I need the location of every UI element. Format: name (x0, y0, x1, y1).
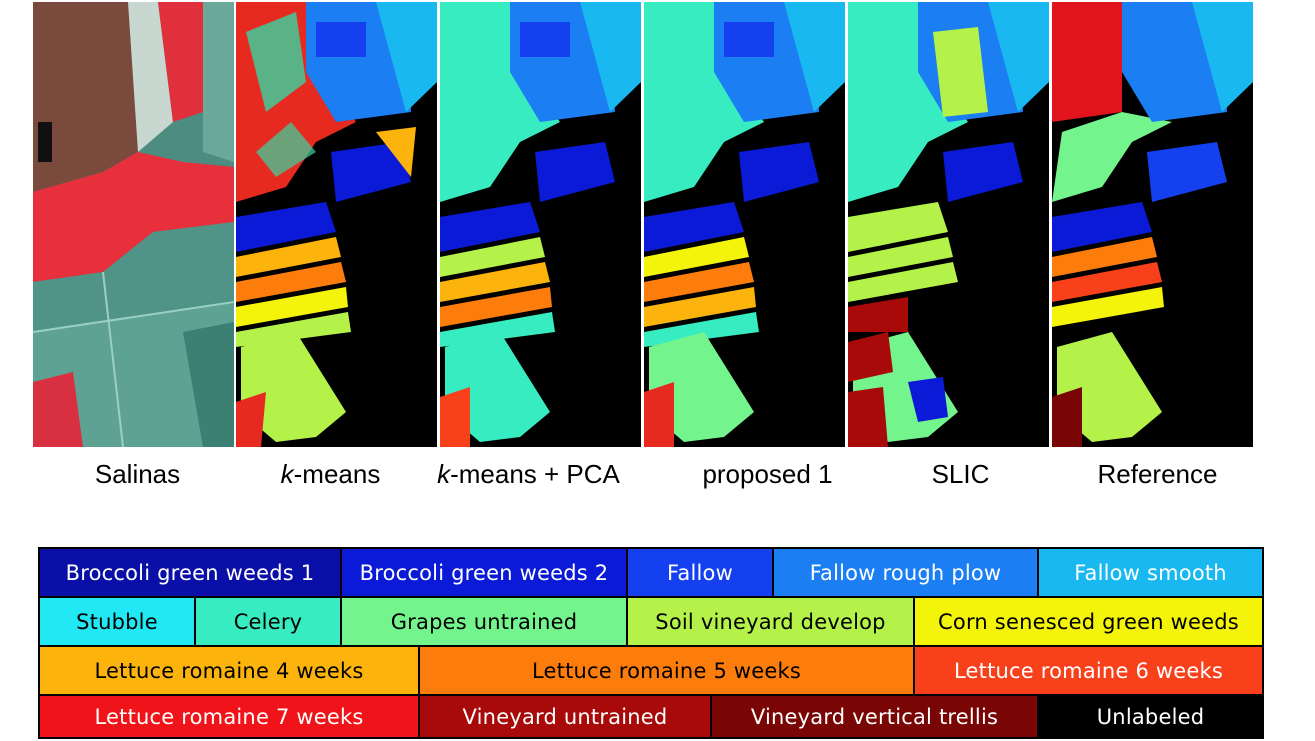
legend-row-1: Broccoli green weeds 1 Broccoli green we… (40, 549, 1262, 596)
legend-cell-soil-vineyard-develop: Soil vineyard develop (628, 598, 915, 645)
legend-label: Lettuce romaine 6 weeks (953, 658, 1223, 683)
kmeans-result-panel (236, 2, 437, 447)
legend-label: Fallow smooth (1074, 560, 1227, 585)
caption-kmeans-pca: k-means + PCA (428, 458, 629, 490)
proposed1-segmentation-map (644, 2, 845, 447)
caption-kmeans-k: k (280, 459, 294, 489)
caption-salinas: Salinas (37, 458, 238, 490)
class-legend: Broccoli green weeds 1 Broccoli green we… (38, 547, 1264, 739)
legend-cell-fallow: Fallow (628, 549, 774, 596)
legend-label: Vineyard vertical trellis (750, 704, 999, 729)
salinas-aerial-image (33, 2, 234, 447)
legend-cell-broccoli-green-weeds-2: Broccoli green weeds 2 (342, 549, 628, 596)
salinas-image-panel (33, 2, 234, 447)
caption-slic: SLIC (860, 458, 1061, 490)
legend-label: Fallow (667, 560, 733, 585)
legend-row-4: Lettuce romaine 7 weeks Vineyard untrain… (40, 696, 1262, 737)
legend-cell-lettuce-romaine-6-weeks: Lettuce romaine 6 weeks (915, 647, 1262, 694)
legend-row-3: Lettuce romaine 4 weeks Lettuce romaine … (40, 647, 1262, 694)
legend-label: Unlabeled (1096, 704, 1205, 729)
caption-kmeans-pca-k: k (437, 459, 451, 489)
legend-cell-fallow-smooth: Fallow smooth (1039, 549, 1262, 596)
caption-kmeans-rest: -means (293, 459, 381, 489)
kmeans-segmentation-map (236, 2, 437, 447)
caption-kmeans-pca-rest: -means + PCA (450, 459, 620, 489)
caption-proposed1: proposed 1 (667, 458, 868, 490)
legend-label: Soil vineyard develop (655, 609, 886, 634)
legend-cell-vineyard-vertical-trellis: Vineyard vertical trellis (712, 696, 1039, 737)
reference-ground-truth-map (1052, 2, 1253, 447)
caption-proposed1-text: proposed 1 (702, 459, 833, 489)
legend-label: Grapes untrained (390, 609, 578, 634)
legend-label: Lettuce romaine 7 weeks (94, 704, 364, 729)
legend-label: Lettuce romaine 5 weeks (531, 658, 801, 683)
legend-cell-lettuce-romaine-4-weeks: Lettuce romaine 4 weeks (40, 647, 420, 694)
legend-cell-unlabeled: Unlabeled (1039, 696, 1262, 737)
legend-cell-lettuce-romaine-5-weeks: Lettuce romaine 5 weeks (420, 647, 915, 694)
legend-label: Lettuce romaine 4 weeks (94, 658, 364, 683)
legend-label: Vineyard untrained (462, 704, 668, 729)
legend-cell-celery: Celery (196, 598, 342, 645)
legend-cell-stubble: Stubble (40, 598, 196, 645)
legend-label: Broccoli green weeds 2 (359, 560, 609, 585)
legend-label: Corn senesced green weeds (938, 609, 1239, 634)
legend-cell-corn-senesced-green-weeds: Corn senesced green weeds (915, 598, 1262, 645)
legend-label: Fallow rough plow (809, 560, 1002, 585)
kmeans-pca-result-panel (440, 2, 641, 447)
slic-result-panel (848, 2, 1049, 447)
legend-cell-broccoli-green-weeds-1: Broccoli green weeds 1 (40, 549, 342, 596)
caption-salinas-text: Salinas (94, 459, 181, 489)
legend-row-2: Stubble Celery Grapes untrained Soil vin… (40, 598, 1262, 645)
kmeans-pca-segmentation-map (440, 2, 641, 447)
legend-cell-grapes-untrained: Grapes untrained (342, 598, 628, 645)
caption-reference: Reference (1057, 458, 1258, 490)
legend-cell-vineyard-untrained: Vineyard untrained (420, 696, 712, 737)
legend-label: Stubble (76, 609, 158, 634)
legend-label: Celery (233, 609, 303, 634)
legend-label: Broccoli green weeds 1 (65, 560, 315, 585)
legend-cell-lettuce-romaine-7-weeks: Lettuce romaine 7 weeks (40, 696, 420, 737)
proposed1-result-panel (644, 2, 845, 447)
caption-slic-text: SLIC (931, 459, 990, 489)
legend-cell-fallow-rough-plow: Fallow rough plow (774, 549, 1039, 596)
reference-panel (1052, 2, 1253, 447)
caption-reference-text: Reference (1097, 459, 1218, 489)
caption-kmeans: k-means (230, 458, 431, 490)
slic-segmentation-map (848, 2, 1049, 447)
